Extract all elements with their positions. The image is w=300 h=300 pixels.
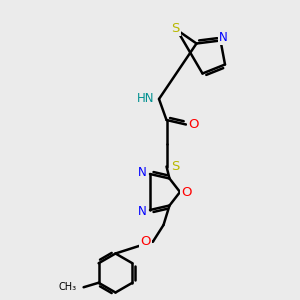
- Text: S: S: [171, 160, 179, 173]
- Text: O: O: [188, 118, 199, 131]
- Text: S: S: [171, 22, 180, 35]
- Text: CH₃: CH₃: [59, 282, 77, 292]
- Text: HN: HN: [137, 92, 154, 106]
- Text: O: O: [140, 235, 151, 248]
- Text: O: O: [181, 185, 191, 199]
- Text: N: N: [138, 205, 147, 218]
- Text: N: N: [219, 31, 228, 44]
- Text: N: N: [138, 166, 147, 179]
